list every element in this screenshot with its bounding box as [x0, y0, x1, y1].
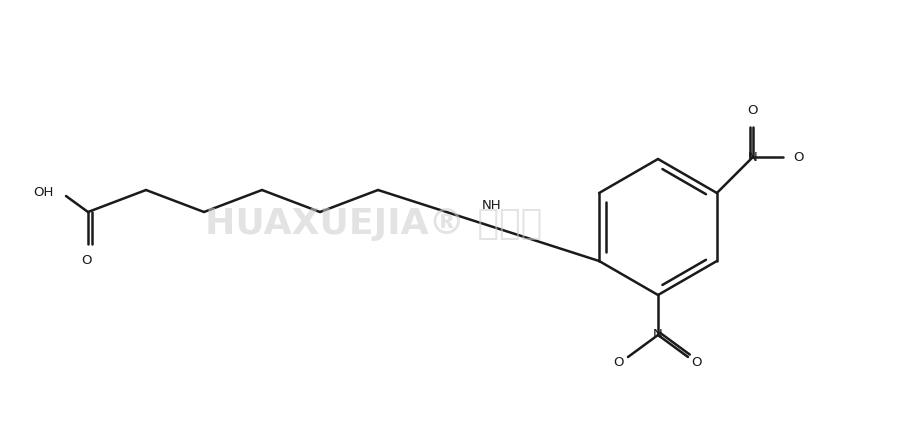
Text: O: O — [81, 254, 91, 267]
Text: HUAXUEJIA® 化学加: HUAXUEJIA® 化学加 — [205, 207, 542, 242]
Text: O: O — [793, 150, 804, 164]
Text: N: N — [653, 329, 663, 341]
Text: OH: OH — [34, 186, 54, 198]
Text: O: O — [691, 356, 702, 368]
Text: NH: NH — [482, 198, 501, 212]
Text: O: O — [614, 356, 624, 368]
Text: O: O — [748, 104, 758, 117]
Text: N: N — [748, 150, 758, 164]
